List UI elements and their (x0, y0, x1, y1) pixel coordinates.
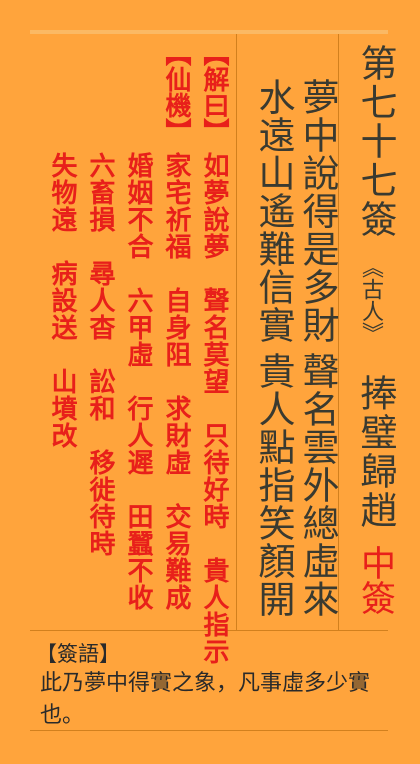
xianji-col-3: 六畜損 尋人杳 訟和 移徙待時 (85, 152, 115, 557)
divider-line (30, 730, 388, 731)
qianyu-label: 【簽語】 (36, 642, 120, 666)
poem-line-2: 聲名雲外總虛來 (296, 352, 339, 618)
divider-line (338, 34, 339, 630)
xianji-col-4: 失物遠 病設送 山墳改 (47, 152, 77, 449)
fortune-story: 捧璧歸趙 (354, 374, 397, 530)
poem-line-4: 貴人點指笑顏開 (252, 352, 295, 618)
top-border (30, 30, 388, 34)
poem-line-3: 水遠山遙難信實 (252, 78, 295, 344)
divider-line (236, 34, 237, 630)
jieyue-header: 【解曰】 (199, 40, 229, 144)
poem-line-1: 夢中說得是多財 (296, 78, 339, 344)
xianji-col-2: 婚姻不合 六甲虛 行人遲 田蠶不收 (123, 152, 153, 611)
qianyu-text: 此乃夢中得實之象，凡事虛多少實也。 (40, 671, 371, 728)
jieyue-text: 如夢說夢 聲名莫望 只待好時 貴人指示 (199, 152, 229, 665)
xianji-col-1: 家宅祈福 自身阻 求財虛 交易難成 (161, 152, 191, 611)
divider-line (30, 630, 388, 631)
xianji-header: 【仙機】 (161, 40, 191, 144)
fortune-title: 第七十七簽 (354, 44, 397, 239)
fortune-grade: 中簽 (355, 545, 395, 615)
fortune-subtitle: 《古人》 (358, 256, 383, 344)
